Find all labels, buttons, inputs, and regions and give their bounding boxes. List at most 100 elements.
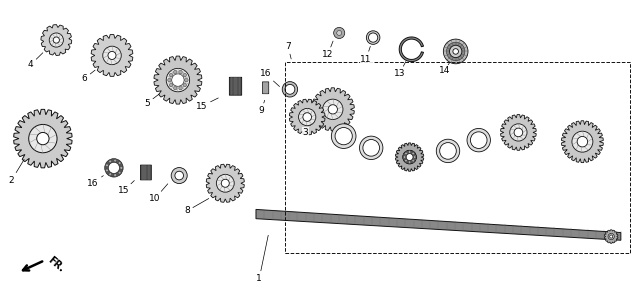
Polygon shape: [91, 34, 133, 76]
Text: 2: 2: [9, 160, 24, 185]
Circle shape: [49, 33, 63, 47]
Polygon shape: [399, 37, 424, 62]
Circle shape: [404, 160, 407, 162]
Circle shape: [608, 233, 614, 240]
Circle shape: [436, 139, 460, 163]
Circle shape: [337, 30, 342, 35]
Polygon shape: [289, 99, 325, 135]
Circle shape: [369, 33, 378, 42]
Polygon shape: [396, 143, 424, 171]
Circle shape: [168, 78, 171, 82]
Text: 6: 6: [82, 70, 95, 83]
Circle shape: [610, 235, 612, 238]
Polygon shape: [311, 88, 355, 131]
Circle shape: [360, 136, 383, 160]
Text: 12: 12: [322, 41, 333, 59]
Circle shape: [172, 74, 184, 86]
Circle shape: [114, 159, 116, 162]
Circle shape: [467, 128, 490, 152]
Polygon shape: [604, 230, 618, 243]
Circle shape: [577, 136, 588, 147]
Circle shape: [114, 174, 116, 176]
Circle shape: [173, 70, 177, 74]
Circle shape: [413, 156, 416, 158]
Circle shape: [106, 164, 108, 167]
Circle shape: [282, 82, 298, 97]
Polygon shape: [41, 25, 72, 55]
Text: 11: 11: [360, 47, 372, 64]
Text: 3: 3: [303, 125, 310, 137]
Circle shape: [406, 154, 413, 160]
Circle shape: [299, 108, 316, 126]
Circle shape: [470, 132, 487, 148]
Circle shape: [366, 31, 380, 44]
Circle shape: [118, 171, 121, 174]
Polygon shape: [154, 56, 202, 104]
Text: 8: 8: [184, 198, 209, 216]
Circle shape: [403, 150, 417, 164]
Circle shape: [179, 70, 182, 74]
Circle shape: [105, 159, 123, 177]
Circle shape: [333, 27, 345, 38]
Circle shape: [449, 45, 462, 58]
Circle shape: [363, 140, 380, 156]
Circle shape: [175, 171, 184, 180]
Circle shape: [447, 42, 465, 61]
Circle shape: [408, 151, 411, 153]
Circle shape: [453, 49, 458, 54]
Circle shape: [572, 131, 593, 152]
Circle shape: [303, 113, 312, 121]
Text: 9: 9: [259, 100, 265, 116]
Circle shape: [170, 73, 173, 77]
Text: 10: 10: [149, 184, 168, 203]
Polygon shape: [561, 121, 604, 163]
Text: 16: 16: [260, 69, 280, 87]
Polygon shape: [256, 209, 621, 240]
Circle shape: [406, 154, 413, 160]
Circle shape: [118, 162, 121, 164]
Circle shape: [444, 39, 468, 64]
Circle shape: [185, 78, 188, 82]
Circle shape: [216, 174, 234, 192]
Circle shape: [323, 99, 343, 120]
Text: 7: 7: [285, 42, 291, 59]
Text: 4: 4: [28, 53, 43, 69]
Circle shape: [440, 143, 456, 159]
Circle shape: [108, 162, 120, 173]
Text: 16: 16: [87, 176, 103, 188]
Circle shape: [103, 46, 121, 65]
Circle shape: [53, 37, 60, 43]
Circle shape: [173, 87, 177, 90]
Polygon shape: [206, 164, 244, 202]
Text: 15: 15: [118, 180, 134, 196]
Text: 5: 5: [145, 94, 159, 108]
Circle shape: [120, 166, 123, 169]
Circle shape: [332, 124, 356, 148]
Polygon shape: [13, 109, 72, 168]
Circle shape: [335, 128, 352, 145]
Circle shape: [36, 132, 49, 145]
Circle shape: [106, 169, 108, 172]
Circle shape: [170, 83, 173, 87]
Text: 1: 1: [257, 235, 268, 283]
FancyBboxPatch shape: [229, 77, 242, 95]
Circle shape: [183, 73, 186, 77]
Text: 15: 15: [196, 98, 218, 111]
Circle shape: [171, 168, 188, 184]
Circle shape: [109, 173, 111, 176]
Circle shape: [403, 150, 417, 164]
Circle shape: [285, 84, 295, 94]
Circle shape: [221, 179, 229, 187]
Circle shape: [183, 83, 186, 87]
Text: FR.: FR.: [46, 255, 67, 274]
Circle shape: [108, 51, 116, 59]
Circle shape: [166, 68, 189, 92]
Circle shape: [514, 128, 523, 137]
Circle shape: [408, 161, 411, 164]
Polygon shape: [500, 115, 536, 150]
Circle shape: [328, 105, 337, 114]
Circle shape: [510, 124, 527, 141]
Circle shape: [167, 69, 189, 91]
Circle shape: [412, 160, 415, 162]
Text: 13: 13: [394, 62, 406, 79]
